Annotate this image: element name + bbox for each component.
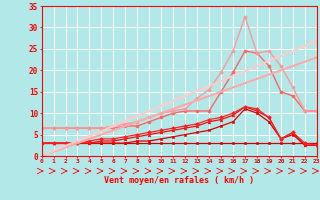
X-axis label: Vent moyen/en rafales ( km/h ): Vent moyen/en rafales ( km/h ): [104, 176, 254, 185]
